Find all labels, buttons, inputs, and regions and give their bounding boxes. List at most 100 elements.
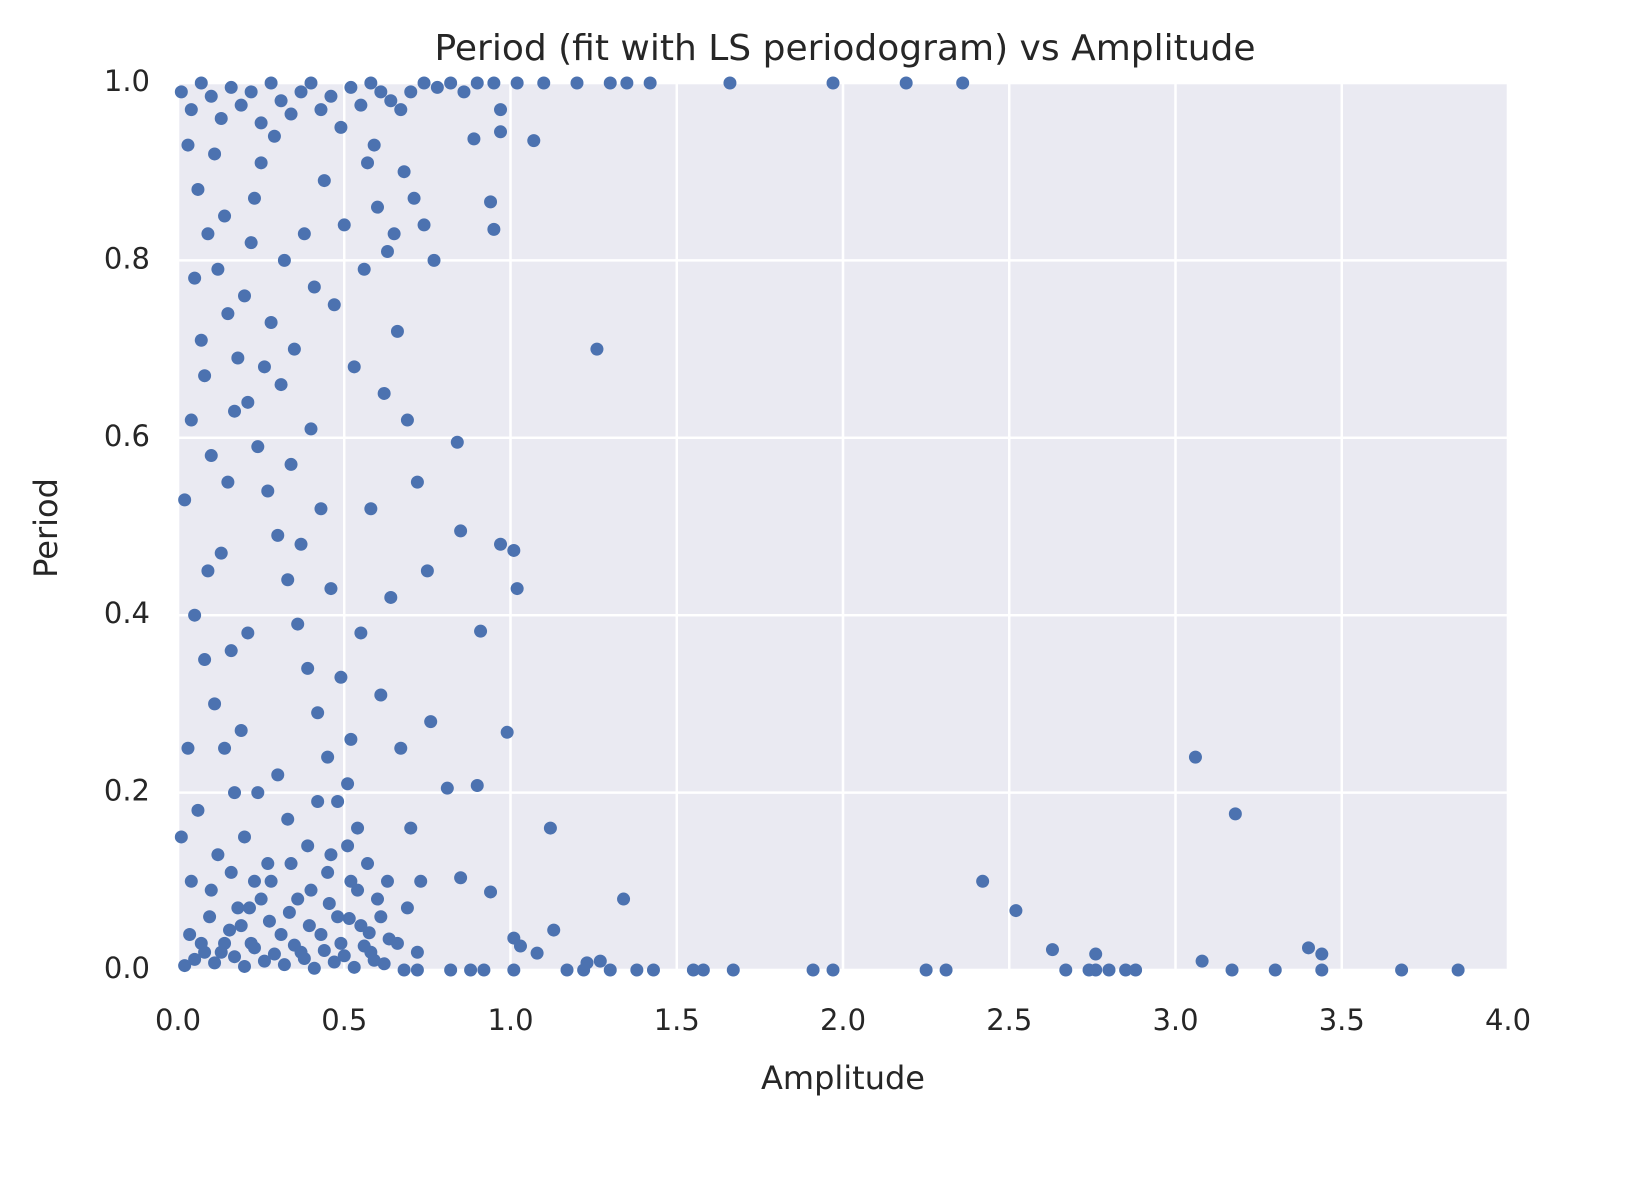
point [494, 537, 508, 551]
point [726, 963, 740, 977]
point [247, 874, 261, 888]
point [477, 963, 491, 977]
point [543, 821, 557, 835]
point [307, 961, 321, 975]
point [646, 963, 660, 977]
point [277, 253, 291, 267]
x-tick-label: 0.5 [321, 1003, 367, 1037]
point [281, 573, 295, 587]
point [440, 781, 454, 795]
point [430, 80, 444, 94]
point [367, 138, 381, 152]
point [228, 786, 242, 800]
point [371, 200, 384, 214]
point [214, 111, 228, 125]
point [204, 883, 218, 897]
point [390, 324, 404, 338]
point [484, 195, 498, 209]
point [494, 125, 508, 139]
point [470, 76, 484, 90]
point [427, 253, 441, 267]
point [444, 963, 458, 977]
point [617, 892, 631, 906]
point [487, 76, 501, 90]
point [194, 333, 208, 347]
point [214, 546, 228, 560]
point [294, 537, 308, 551]
point [404, 821, 418, 835]
point [181, 741, 195, 755]
point [223, 923, 237, 937]
point [302, 919, 316, 933]
point [198, 653, 212, 667]
point [444, 76, 458, 90]
point [560, 963, 574, 977]
y-tick-label: 0.8 [104, 241, 150, 275]
point [244, 85, 258, 99]
point [956, 76, 970, 90]
point [1451, 963, 1465, 977]
point [234, 98, 248, 112]
x-tick-label: 4.0 [1485, 1003, 1531, 1037]
point [277, 958, 291, 972]
point [208, 956, 222, 970]
point [254, 892, 268, 906]
point [420, 564, 434, 578]
x-tick-label: 3.0 [1152, 1003, 1198, 1037]
point [351, 821, 365, 835]
point [344, 732, 358, 746]
point [267, 947, 281, 961]
point [397, 165, 411, 179]
point [188, 952, 202, 966]
point [314, 103, 328, 117]
point [324, 89, 338, 103]
point [257, 954, 271, 968]
point [1045, 943, 1059, 957]
point [361, 156, 375, 170]
point [603, 963, 617, 977]
point [1059, 963, 1073, 977]
point [238, 830, 251, 844]
point [357, 262, 371, 276]
point [188, 608, 202, 622]
point [384, 590, 398, 604]
point [198, 369, 212, 383]
point [201, 227, 215, 241]
point [457, 85, 471, 99]
point [327, 298, 341, 312]
point [247, 191, 261, 205]
point [244, 936, 258, 950]
chart-title: Period (fit with LS periodogram) vs Ampl… [434, 28, 1255, 69]
point [267, 129, 281, 143]
point [291, 892, 305, 906]
point [254, 116, 268, 130]
point [377, 957, 391, 971]
point [228, 404, 242, 418]
point [510, 76, 524, 90]
point [178, 493, 192, 507]
point [454, 871, 468, 885]
point [1119, 963, 1133, 977]
point [394, 741, 408, 755]
point [374, 910, 388, 924]
point [341, 777, 355, 791]
point [304, 422, 318, 436]
point [361, 857, 375, 871]
point [282, 905, 296, 919]
point [271, 528, 285, 542]
point [203, 910, 217, 924]
point [337, 949, 351, 963]
point [643, 76, 657, 90]
point [547, 923, 561, 937]
point [231, 901, 245, 915]
point [174, 830, 188, 844]
x-tick-label: 1.0 [487, 1003, 533, 1037]
point [271, 768, 285, 782]
point [347, 960, 361, 974]
x-tick-label: 2.5 [986, 1003, 1032, 1037]
point [228, 950, 242, 964]
point [364, 945, 378, 959]
point [274, 94, 288, 108]
point [264, 315, 278, 329]
point [510, 582, 524, 596]
